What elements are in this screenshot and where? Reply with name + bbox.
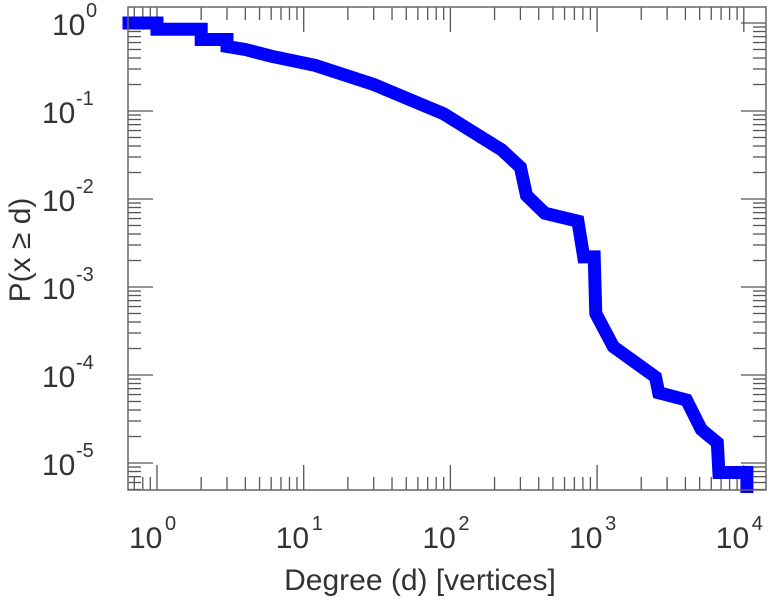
y-axis-label: P(x ≥ d) [4, 198, 37, 303]
y-tick-label: 10 [52, 9, 85, 42]
x-tick-exponent: 4 [752, 513, 763, 535]
x-axis-label: Degree (d) [vertices] [284, 564, 556, 597]
y-tick-exponent: -3 [76, 264, 94, 286]
y-tick-label: 10 [42, 449, 75, 482]
x-tick-label: 10 [276, 522, 309, 555]
x-tick-label: 10 [129, 522, 162, 555]
x-tick-exponent: 1 [312, 513, 323, 535]
x-tick-exponent: 2 [458, 513, 469, 535]
y-tick-exponent: -1 [76, 88, 94, 110]
y-tick-label: 10 [42, 273, 75, 306]
x-tick-exponent: 0 [165, 513, 176, 535]
y-tick-label: 10 [42, 185, 75, 218]
x-tick-label: 10 [716, 522, 749, 555]
x-tick-label: 10 [422, 522, 455, 555]
x-tick-labels: 10 0 10 1 10 2 10 3 10 4 [129, 513, 763, 555]
plot-frame [127, 6, 767, 491]
x-tick-label: 10 [569, 522, 602, 555]
x-tick-exponent: 3 [605, 513, 616, 535]
y-tick-exponent: -4 [76, 352, 94, 374]
y-tick-label: 10 [42, 361, 75, 394]
y-tick-exponent: -5 [76, 440, 94, 462]
y-tick-label: 10 [42, 97, 75, 130]
axis-ticks [128, 7, 766, 491]
y-tick-exponent: 0 [86, 0, 97, 22]
series-line-ccdf [122, 16, 754, 493]
y-tick-exponent: -2 [76, 176, 94, 198]
